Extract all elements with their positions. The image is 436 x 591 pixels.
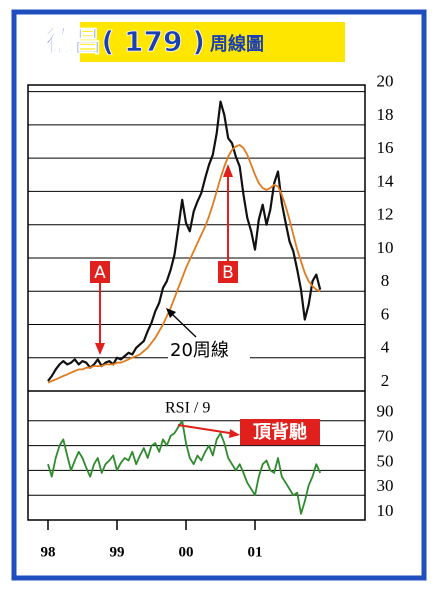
chart-subtitle: 周線圖 bbox=[210, 33, 264, 55]
annotation: A bbox=[94, 263, 106, 283]
x-tick-label: 98 bbox=[41, 544, 56, 560]
series-line bbox=[47, 144, 321, 384]
title-banner bbox=[80, 22, 345, 62]
x-tick-label: 01 bbox=[248, 544, 263, 560]
y-tick-label: 6 bbox=[381, 304, 390, 323]
label-box bbox=[240, 419, 320, 445]
chart-title: 德昌( 179 ) bbox=[45, 25, 205, 58]
y2-tick-label: 50 bbox=[377, 451, 394, 470]
label-bg bbox=[168, 338, 250, 362]
y-tick-label: 8 bbox=[381, 271, 390, 290]
y-tick-label: 20 bbox=[377, 72, 394, 91]
y-tick-label: 4 bbox=[381, 338, 390, 357]
y2-tick-label: 90 bbox=[377, 402, 394, 421]
marker-box bbox=[90, 261, 110, 283]
frame bbox=[11, 9, 427, 581]
y-tick-label: 12 bbox=[377, 205, 394, 224]
annotation: RSI / 9 bbox=[165, 400, 210, 417]
arrow bbox=[171, 313, 197, 338]
arrow-head bbox=[166, 308, 176, 318]
arrow-head bbox=[223, 164, 233, 177]
annotation: 20周線 bbox=[170, 340, 229, 361]
arrow-head bbox=[95, 343, 105, 355]
y-tick-label: 18 bbox=[377, 105, 394, 124]
marker-box bbox=[218, 261, 238, 283]
y-tick-label: 14 bbox=[377, 171, 395, 190]
y-tick-label: 10 bbox=[377, 238, 394, 257]
annotation: B bbox=[222, 263, 234, 283]
y-tick-label: 16 bbox=[377, 138, 394, 157]
y2-tick-label: 70 bbox=[377, 426, 394, 445]
arrow-head bbox=[229, 429, 240, 438]
series-line bbox=[47, 419, 322, 515]
annotation: 頂背馳 bbox=[253, 421, 307, 443]
y2-tick-label: 10 bbox=[377, 501, 394, 520]
y2-tick-label: 30 bbox=[377, 476, 394, 495]
series-line bbox=[47, 100, 322, 382]
plot-frame bbox=[27, 84, 366, 521]
arrow bbox=[177, 424, 237, 435]
x-tick-label: 00 bbox=[179, 544, 194, 560]
x-tick-label: 99 bbox=[110, 544, 125, 560]
y-tick-label: 2 bbox=[381, 371, 390, 390]
